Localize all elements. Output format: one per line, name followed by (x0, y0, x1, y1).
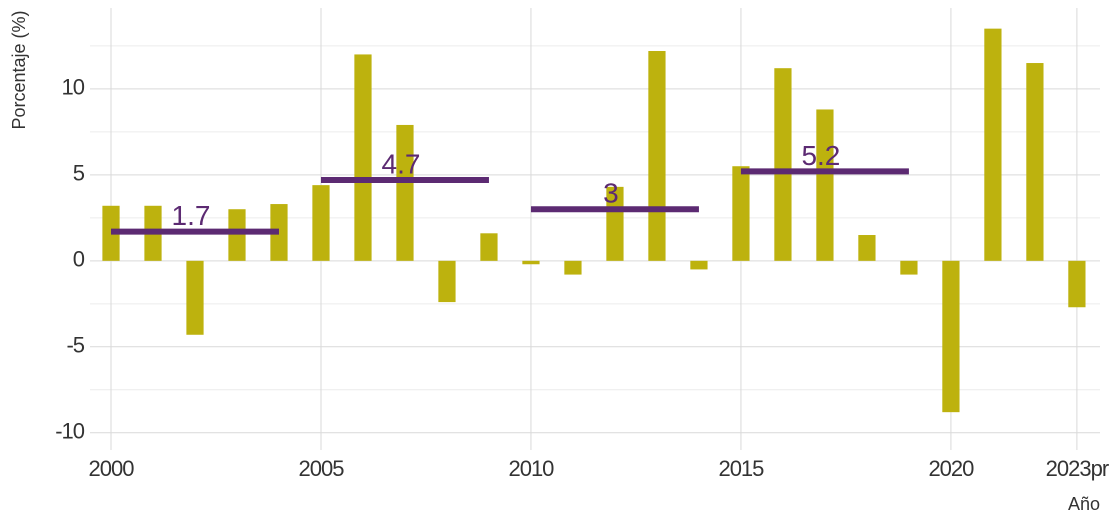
bar (648, 50, 666, 261)
x-tick-label: 2015 (718, 456, 764, 481)
bar (816, 109, 834, 261)
bar (438, 260, 456, 303)
average-label: 5.2 (801, 140, 840, 171)
y-tick-label: -10 (55, 419, 85, 444)
bar (396, 124, 414, 261)
bar (480, 233, 498, 261)
bar (984, 28, 1002, 261)
bar (606, 186, 624, 261)
average-label: 4.7 (382, 148, 421, 179)
bar (564, 260, 582, 275)
y-tick-label: -5 (66, 333, 84, 358)
y-axis-title: Porcentaje (%) (9, 10, 29, 129)
y-tick-label: 10 (62, 75, 85, 100)
average-label: 3 (603, 178, 619, 209)
bar (186, 260, 204, 335)
y-tick-label: 5 (73, 161, 85, 186)
bar (354, 54, 372, 261)
x-tick-label: 2020 (928, 456, 974, 481)
bar (774, 68, 792, 261)
average-label: 1.7 (172, 200, 211, 231)
bar (942, 260, 960, 413)
bar (858, 235, 876, 261)
bar (228, 209, 246, 261)
bar (1068, 260, 1086, 308)
x-tick-label: 2005 (299, 456, 345, 481)
y-tick-label: 0 (73, 247, 85, 272)
bar (690, 260, 708, 270)
bar (732, 166, 750, 261)
x-tick-label: 2023pr (1046, 456, 1109, 481)
x-tick-label: 2000 (89, 456, 135, 481)
bar (312, 185, 330, 261)
x-tick-label: 2010 (508, 456, 554, 481)
bar (1026, 63, 1044, 261)
bar (522, 260, 540, 265)
x-axis-title: Año (1068, 494, 1100, 514)
bar (900, 260, 918, 275)
